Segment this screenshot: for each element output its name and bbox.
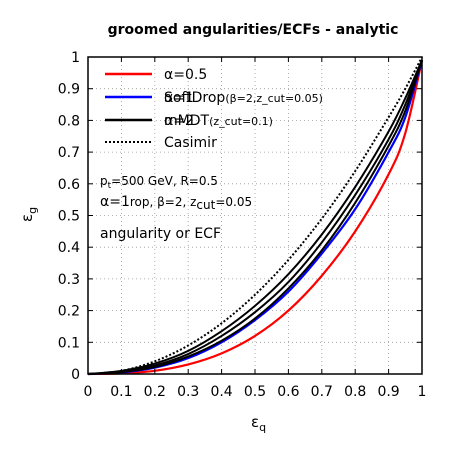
- x-tick-label: 0.8: [344, 384, 366, 400]
- series-line-dotted-5: [87, 56, 423, 375]
- annotation-groomer-params: α=1rop, β=2, zcut=0.05: [100, 194, 252, 212]
- legend-groomer-black: mMDT(z_cut=0.1): [164, 113, 273, 129]
- legend-label-dotted: Casimir: [164, 135, 217, 151]
- x-axis-label: εq: [251, 413, 266, 434]
- series-line-black-4: [87, 59, 423, 375]
- legend: α=0.5 α=1 SoftDrop(β=2,z_cut=0.05) α=2 m…: [105, 67, 323, 151]
- x-tick-label: 0.2: [144, 384, 166, 400]
- x-tick-label: 0: [84, 384, 93, 400]
- x-tick-label: 0.6: [277, 384, 299, 400]
- y-tick-label: 0.4: [58, 240, 80, 256]
- annotation-observable: angularity or ECF: [100, 226, 221, 242]
- legend-groomer-blue: SoftDrop(β=2,z_cut=0.05): [164, 90, 323, 106]
- y-tick-label: 0.6: [58, 177, 80, 193]
- legend-entry-blue: α=1 SoftDrop(β=2,z_cut=0.05): [105, 90, 323, 106]
- y-tick-label: 0.8: [58, 113, 80, 129]
- chart-title: groomed angularities/ECFs - analytic: [108, 22, 399, 38]
- y-tick-label: 0.7: [58, 145, 80, 161]
- x-tick-labels: 0 0.1 0.2 0.3 0.4 0.5 0.6 0.7 0.8 0.9 1: [84, 384, 427, 400]
- legend-alpha-black: α=2: [164, 113, 194, 129]
- y-tick-label: 0.5: [58, 209, 80, 225]
- y-tick-label: 0.1: [58, 335, 80, 351]
- x-tick-label: 1: [418, 384, 427, 400]
- annotations: pt=500 GeV, R=0.5 α=1rop, β=2, zcut=0.05…: [100, 174, 252, 242]
- x-tick-label: 0.5: [244, 384, 266, 400]
- series-line-black-3: [87, 59, 423, 375]
- ticks: [87, 56, 423, 375]
- legend-entry-red: α=0.5: [105, 67, 207, 83]
- y-tick-label: 0.3: [58, 272, 80, 288]
- y-tick-labels: 0 0.1 0.2 0.3 0.4 0.5 0.6 0.7 0.8 0.9 1: [58, 50, 80, 383]
- legend-entry-black: α=2 mMDT(z_cut=0.1): [105, 113, 273, 129]
- x-tick-label: 0.1: [110, 384, 132, 400]
- y-tick-label: 0.2: [58, 304, 80, 320]
- y-tick-label: 0: [71, 367, 80, 383]
- y-axis-label: εg: [18, 207, 39, 222]
- series-group: [87, 56, 424, 376]
- legend-label-red: α=0.5: [164, 67, 207, 83]
- x-tick-label: 0.3: [177, 384, 199, 400]
- series-line-black-2: [87, 59, 423, 375]
- legend-alpha-blue: α=1: [164, 90, 194, 106]
- legend-entry-dotted: Casimir: [105, 135, 217, 151]
- x-tick-label: 0.4: [210, 384, 232, 400]
- x-tick-label: 0.9: [377, 384, 399, 400]
- x-tick-label: 0.7: [311, 384, 333, 400]
- y-tick-label: 0.9: [58, 82, 80, 98]
- series-line-red-0: [87, 59, 424, 376]
- annotation-kinematics: pt=500 GeV, R=0.5: [100, 174, 218, 191]
- y-tick-label: 1: [71, 50, 80, 66]
